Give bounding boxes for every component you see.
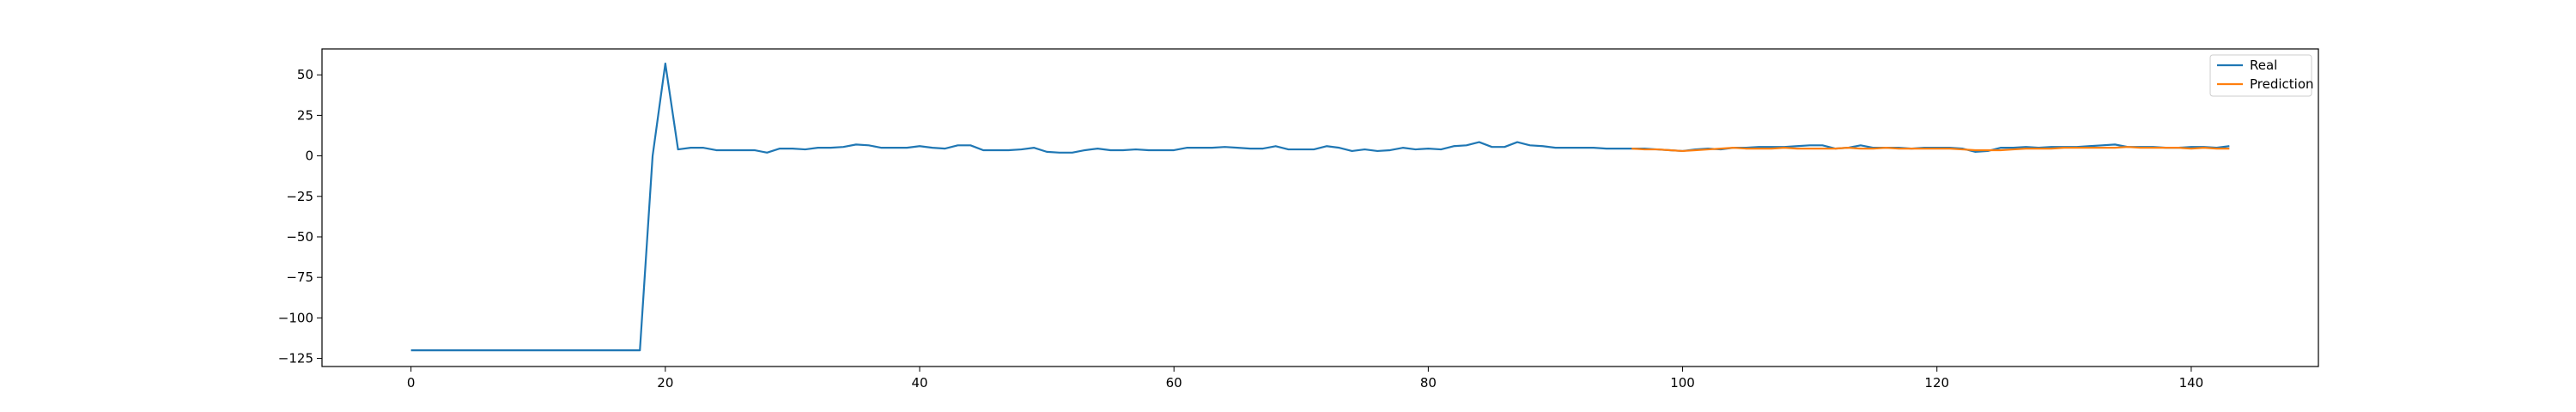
x-tick-label: 60	[1166, 375, 1182, 391]
series-line-real	[411, 64, 2230, 350]
y-axis: 50 25 0 −25 −50 −75 −100 −125	[278, 67, 322, 366]
x-axis: 0 20 40 60 80 100 120 140	[407, 367, 2203, 391]
legend-label-real: Real	[2250, 58, 2277, 73]
y-tick-label: −100	[278, 310, 313, 325]
x-tick-label: 0	[407, 375, 416, 391]
y-tick-label: 50	[297, 67, 313, 82]
y-tick-label: −25	[286, 189, 313, 204]
legend: Real Prediction	[2210, 55, 2314, 96]
y-tick-label: 0	[305, 148, 313, 164]
y-tick-label: −125	[278, 351, 313, 367]
x-tick-label: 140	[2179, 375, 2204, 391]
y-tick-label: −50	[286, 229, 313, 245]
series-layer	[411, 64, 2230, 350]
x-tick-label: 40	[911, 375, 927, 391]
y-tick-label: −75	[286, 270, 313, 285]
legend-label-prediction: Prediction	[2250, 76, 2314, 92]
x-tick-label: 120	[1924, 375, 1949, 391]
x-tick-label: 100	[1670, 375, 1695, 391]
x-tick-label: 80	[1420, 375, 1437, 391]
y-tick-label: 25	[297, 107, 313, 123]
plot-frame	[322, 49, 2318, 367]
x-tick-label: 20	[657, 375, 673, 391]
